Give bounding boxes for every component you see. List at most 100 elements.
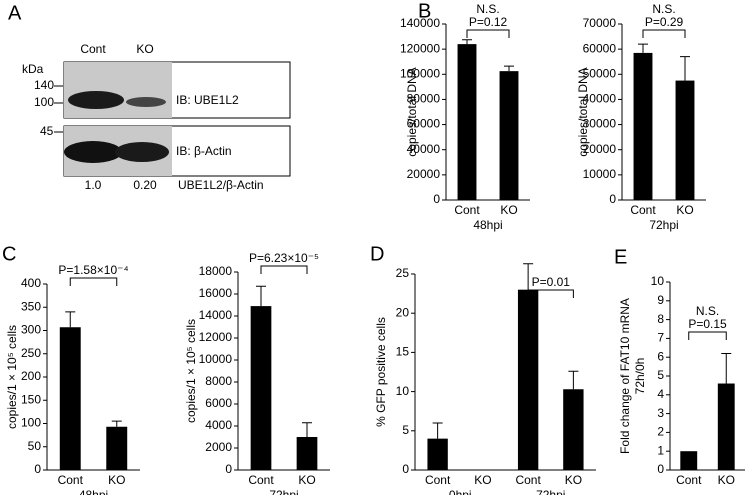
error-bar	[680, 56, 690, 81]
lane-label: Cont	[80, 42, 106, 56]
y-tick-label: 1	[657, 443, 664, 457]
y-tick-label: 70000	[583, 16, 617, 30]
y-tick-label: 20000	[407, 167, 441, 181]
probe-label: IB: UBE1L2	[176, 93, 239, 107]
annotation: N.S.	[696, 304, 719, 318]
bar	[106, 426, 128, 470]
error-bar	[462, 39, 472, 45]
error-bar	[721, 352, 732, 384]
y-axis-label: copies/1 × 10⁵ cells	[184, 319, 198, 423]
bar	[499, 71, 519, 201]
x-tick-label: KO	[565, 473, 582, 487]
y-tick-label: 12000	[199, 330, 233, 344]
error-bar	[256, 285, 266, 307]
bar	[680, 451, 698, 470]
bar	[633, 52, 653, 200]
y-tick-label: 100000	[400, 66, 440, 80]
band	[68, 91, 124, 109]
y-tick-label: 8	[657, 312, 664, 326]
y-tick-label: 120000	[400, 41, 440, 55]
y-tick-label: 10	[396, 384, 410, 398]
y-tick-label: 150	[21, 392, 41, 406]
probe-label: IB: β-Actin	[176, 144, 232, 158]
bar	[563, 389, 584, 470]
y-tick-label: 14000	[199, 308, 233, 322]
panel-letter: E	[614, 246, 627, 268]
y-tick-label: 20	[396, 305, 410, 319]
y-tick-label: 18000	[199, 264, 233, 278]
panel-letter: A	[8, 2, 22, 24]
bar	[59, 327, 81, 470]
error-bar	[504, 65, 514, 72]
y-tick-label: 5	[657, 368, 664, 382]
x-axis-label: 48hpi	[79, 488, 108, 495]
y-tick-label: 4000	[205, 418, 232, 432]
y-axis-label: % GFP positive cells	[374, 317, 388, 427]
x-tick-label: Cont	[515, 473, 541, 487]
significance-bracket	[69, 277, 118, 286]
x-tick-label: Cont	[454, 203, 480, 217]
bar	[457, 44, 477, 200]
x-tick-label: KO	[108, 473, 125, 487]
error-bar	[65, 311, 76, 328]
y-tick-label: 8000	[205, 374, 232, 388]
annotation: P=0.29	[645, 15, 684, 29]
y-tick-label: 0	[657, 462, 664, 476]
y-tick-label: 20000	[583, 142, 617, 156]
annotation: P=0.12	[469, 15, 508, 29]
annotation: N.S.	[476, 2, 499, 16]
lane-label: KO	[136, 42, 153, 56]
panel-letter: D	[370, 243, 384, 265]
y-tick-label: 2	[657, 425, 664, 439]
bar	[675, 80, 695, 200]
y-tick-label: 350	[21, 299, 41, 313]
significance-bracket	[466, 29, 510, 38]
significance-bracket	[527, 289, 574, 298]
band	[115, 142, 169, 162]
x-tick-label: KO	[298, 473, 315, 487]
y-axis-label: Fold change of FAT10 mRNA	[618, 298, 632, 454]
panel-letter: B	[418, 0, 431, 22]
y-tick-label: 6000	[205, 396, 232, 410]
y-tick-label: 10	[651, 274, 665, 288]
x-tick-label: Cont	[58, 473, 84, 487]
y-tick-label: 15	[396, 345, 410, 359]
bar	[296, 437, 318, 470]
y-tick-label: 40000	[407, 142, 441, 156]
y-tick-label: 7	[657, 331, 664, 345]
y-tick-label: 50	[28, 439, 42, 453]
y-tick-label: 100	[21, 416, 41, 430]
significance-bracket	[260, 265, 308, 274]
panel-letter: C	[2, 243, 16, 265]
annotation: P=0.15	[688, 317, 727, 331]
group-label: 0hpi	[449, 488, 472, 495]
annotation: P=1.58×10⁻⁴	[58, 263, 128, 277]
blot-image	[64, 62, 172, 118]
ratio-label: 0.20	[133, 178, 157, 192]
error-bar	[111, 420, 122, 427]
band	[64, 141, 122, 163]
x-axis-label: 72hpi	[269, 488, 298, 495]
y-tick-label: 400	[21, 276, 41, 290]
group-label: 72hpi	[536, 488, 565, 495]
unit-label: kDa	[22, 62, 44, 76]
y-tick-label: 10000	[583, 167, 617, 181]
error-bar	[432, 422, 443, 439]
y-tick-label: 3	[657, 406, 664, 420]
y-tick-label: 0	[433, 192, 440, 206]
y-tick-label: 250	[21, 346, 41, 360]
y-tick-label: 140000	[400, 16, 440, 30]
significance-bracket	[688, 331, 727, 340]
marker-label: 100	[34, 95, 54, 109]
annotation: P=6.23×10⁻⁵	[249, 251, 319, 265]
band	[126, 97, 166, 107]
y-tick-label: 5	[402, 423, 409, 437]
annotation: N.S.	[652, 2, 675, 16]
x-tick-label: Cont	[630, 203, 656, 217]
y-tick-label: 60000	[407, 117, 441, 131]
bar	[517, 289, 539, 470]
x-tick-label: Cont	[425, 473, 451, 487]
y-tick-label: 300	[21, 323, 41, 337]
